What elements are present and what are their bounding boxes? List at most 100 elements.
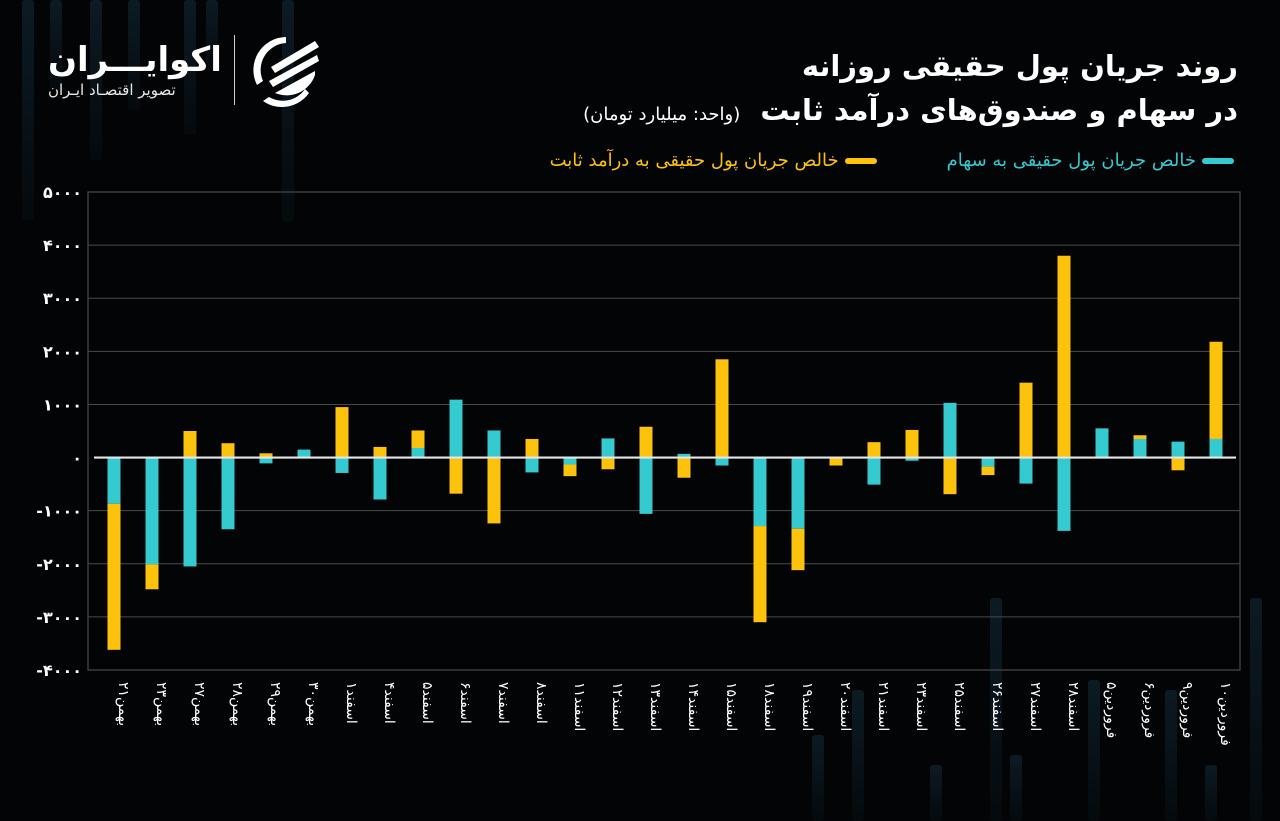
bar-stock	[905, 457, 919, 461]
x-tick-label: بهمن۲۱	[115, 682, 131, 726]
x-tick-label: اسفند۷	[495, 682, 511, 724]
x-tick-label: اسفند۲۶	[989, 682, 1005, 731]
bar-stock	[563, 457, 577, 465]
brand-name: اکوایـــران	[48, 40, 222, 80]
bar-fixed-income	[715, 359, 729, 458]
y-tick-label: ۱۰۰۰	[43, 395, 82, 414]
bar-stock	[981, 457, 995, 467]
bar-stock	[525, 457, 539, 473]
bar-stock	[221, 457, 235, 530]
bar-fixed-income	[791, 528, 805, 571]
title-line-1: روند جریان پول حقیقی روزانه	[801, 49, 1238, 83]
bar-stock	[715, 457, 729, 466]
bar-stock	[1171, 441, 1185, 458]
bar-fixed-income	[981, 466, 995, 476]
bar-fixed-income	[1133, 435, 1147, 439]
bar-stock	[943, 402, 957, 458]
bar-fixed-income	[601, 457, 615, 470]
legend-item-fixed-income: خالص جریان پول حقیقی به درآمد ثابت	[550, 150, 877, 171]
brand-text: اکوایـــران تصویر اقتصـاد ایـران	[48, 40, 222, 100]
x-tick-label: فروردین۶	[1141, 682, 1157, 738]
y-tick-label: ۲۰۰۰	[43, 342, 82, 361]
x-tick-label: اسفند۱۵	[723, 682, 739, 731]
bar-stock	[1057, 457, 1071, 531]
bar-fixed-income	[1057, 255, 1071, 458]
bar-stock	[107, 457, 121, 504]
y-tick-label: -۲۰۰۰	[36, 555, 82, 574]
bar-stock	[373, 457, 387, 500]
bar-stock	[145, 457, 159, 565]
bar-stock	[791, 457, 805, 529]
bar-fixed-income	[829, 457, 843, 466]
y-tick-label: ۳۰۰۰	[43, 289, 82, 308]
bar-fixed-income	[639, 426, 653, 458]
y-tick-label: ۵۰۰۰	[43, 183, 82, 202]
bar-stock	[1133, 438, 1147, 458]
bar-fixed-income	[1209, 341, 1223, 439]
bar-fixed-income	[1019, 382, 1033, 458]
bar-fixed-income	[525, 438, 539, 458]
bar-fixed-income	[905, 429, 919, 458]
y-tick-label: ۴۰۰۰	[43, 236, 82, 255]
legend-label-fixed-income: خالص جریان پول حقیقی به درآمد ثابت	[549, 150, 839, 171]
x-tick-label: اسفند۲۱	[875, 682, 891, 731]
x-tick-label: اسفند۲۷	[1027, 682, 1043, 731]
x-tick-label: اسفند۱۸	[761, 682, 777, 731]
unit-label: (واحد: میلیارد تومان)	[583, 104, 741, 125]
bar-fixed-income	[677, 457, 691, 478]
y-tick-label: -۳۰۰۰	[36, 608, 82, 627]
bar-fixed-income	[335, 407, 349, 458]
x-tick-label: اسفند۱۹	[799, 682, 815, 731]
bar-fixed-income	[867, 442, 881, 458]
bar-fixed-income	[411, 430, 425, 448]
x-tick-label: اسفند۱۳	[647, 682, 663, 731]
bar-stock	[677, 453, 691, 458]
bar-stock	[259, 457, 273, 464]
title-line-2: در سهام و صندوق‌های درآمد ثابت (واحد: می…	[583, 88, 1238, 137]
x-tick-label: اسفند۲۸	[1065, 682, 1081, 731]
x-tick-label: اسفند۱	[343, 682, 359, 724]
x-tick-label: بهمن۲۷	[191, 682, 207, 726]
bar-fixed-income	[259, 453, 273, 458]
x-tick-label: اسفند۴	[381, 682, 397, 724]
x-tick-label: اسفند۵	[419, 682, 435, 724]
x-tick-label: اسفند۱۲	[609, 682, 625, 731]
x-tick-label: اسفند۸	[533, 682, 549, 724]
x-tick-label: بهمن۲۹	[267, 682, 283, 726]
x-tick-label: اسفند۱۱	[571, 682, 587, 731]
bar-stock	[335, 457, 349, 473]
bar-stock	[753, 457, 767, 527]
bar-stock	[1019, 457, 1033, 484]
legend-swatch-fixed-income	[844, 157, 877, 164]
bar-fixed-income	[373, 446, 387, 458]
bar-stock	[411, 447, 425, 458]
logo-divider	[233, 35, 235, 105]
bar-stock	[867, 457, 881, 485]
bar-stock	[601, 438, 615, 458]
x-tick-label: بهمن۲۳	[153, 682, 169, 726]
x-tick-label: بهمن۳۰	[305, 682, 321, 726]
bar-fixed-income	[753, 526, 767, 623]
x-tick-label: فروردین۹	[1179, 682, 1195, 738]
bar-stock	[1209, 438, 1223, 458]
bar-fixed-income	[563, 464, 577, 477]
chart-title: روند جریان پول حقیقی روزانه در سهام و صن…	[583, 44, 1238, 137]
chart-legend: خالص جریان پول حقیقی به سهام خالص جریان …	[550, 150, 1234, 171]
bar-stock	[297, 449, 311, 458]
y-tick-label: -۱۰۰۰	[36, 502, 82, 521]
x-tick-label: اسفند۲۵	[951, 682, 967, 731]
bar-fixed-income	[487, 457, 501, 524]
brand-logo: اکوایـــران تصویر اقتصـاد ایـران	[48, 30, 323, 110]
brand-tagline: تصویر اقتصـاد ایـران	[48, 81, 176, 99]
title-line-2-text: در سهام و صندوق‌های درآمد ثابت	[760, 93, 1238, 127]
bar-fixed-income	[1171, 457, 1185, 471]
x-tick-label: فروردین۱۰	[1217, 682, 1233, 746]
x-tick-label: اسفند۱۴	[685, 682, 701, 731]
bar-stock	[639, 457, 653, 514]
bar-fixed-income	[943, 457, 957, 495]
y-tick-label: -۴۰۰۰	[36, 661, 82, 680]
bar-fixed-income	[183, 431, 197, 458]
bar-fixed-income	[449, 457, 463, 494]
ecoiran-swirl-logo-icon	[253, 37, 319, 107]
legend-label-stock: خالص جریان پول حقیقی به سهام	[946, 150, 1196, 171]
